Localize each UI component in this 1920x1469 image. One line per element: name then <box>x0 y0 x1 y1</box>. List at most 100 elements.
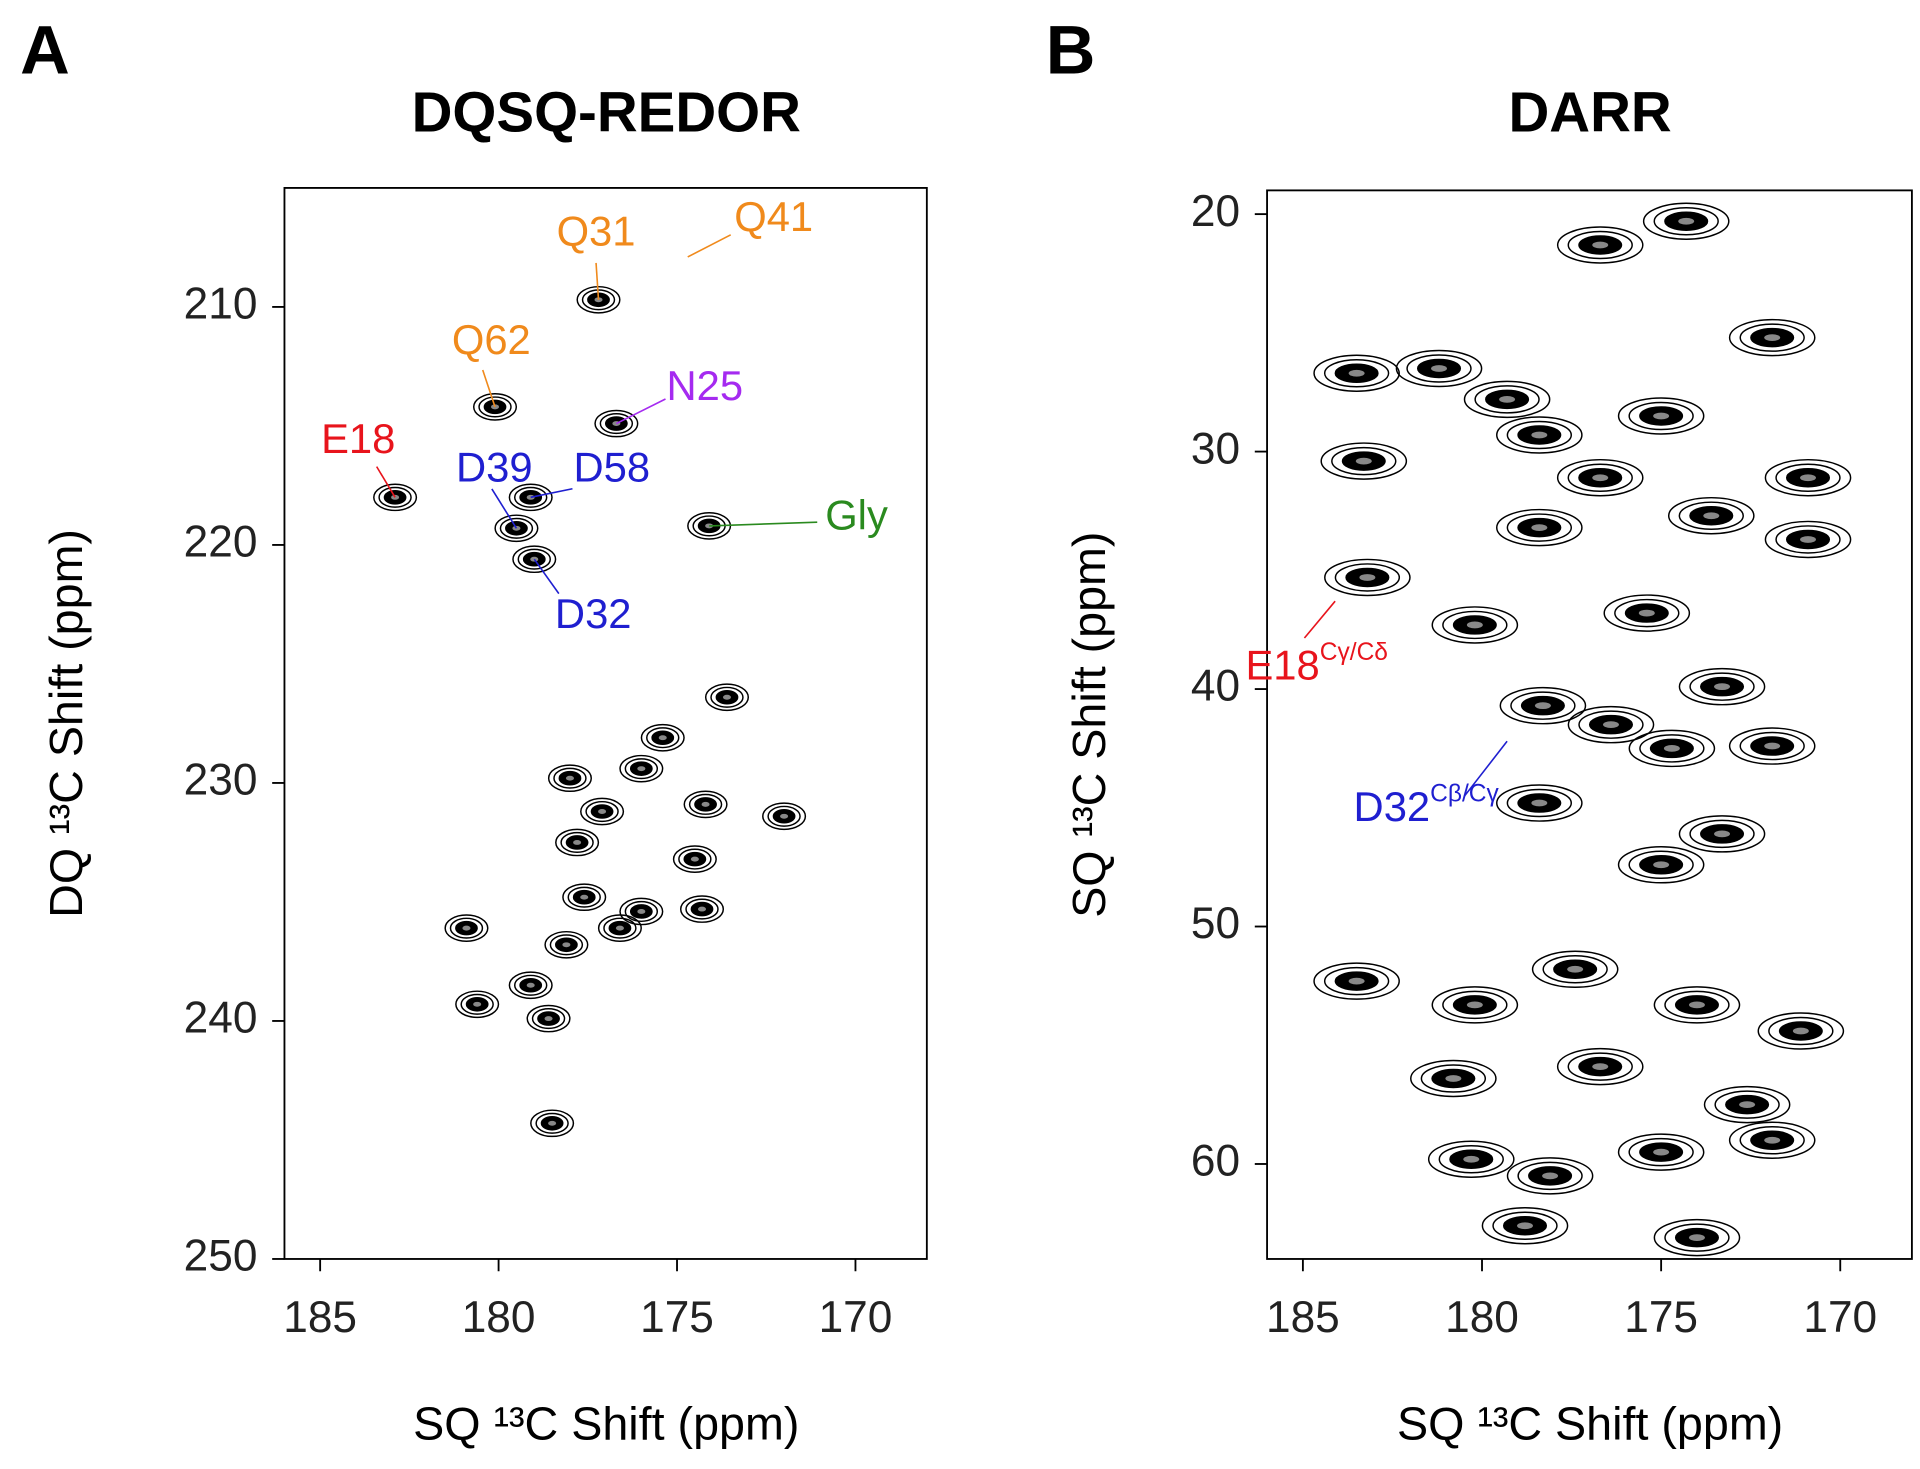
annotation-leader <box>1463 740 1508 798</box>
annotation: Q41 <box>734 193 813 240</box>
y-tick-label: 50 <box>1191 899 1240 948</box>
peak <box>1678 667 1766 706</box>
peak <box>1313 354 1400 392</box>
peak <box>373 483 418 512</box>
peak <box>1728 727 1816 765</box>
annotation-text: N25 <box>666 362 743 409</box>
annotation-text: Q31 <box>557 208 636 255</box>
x-tick-label: 185 <box>1266 1293 1340 1342</box>
y-tick-label: 40 <box>1191 662 1240 711</box>
peak <box>1617 397 1705 435</box>
chart-title: DARR <box>1508 81 1671 144</box>
panel: B DARR SQ ¹³C Shift (ppm) SQ ¹³C Shift (ppm… <box>1046 11 1913 1450</box>
peak <box>1703 1085 1791 1124</box>
annotation-text: Q62 <box>452 316 531 363</box>
peak <box>683 790 728 819</box>
peak <box>1653 986 1741 1024</box>
annotation-leader <box>615 398 666 425</box>
peak <box>1531 950 1619 989</box>
peak <box>555 828 600 857</box>
annotation-text: D58 <box>573 443 650 490</box>
annotation-leader <box>709 521 818 527</box>
x-tick-label: 175 <box>640 1293 714 1342</box>
y-tick-label: 250 <box>184 1232 258 1281</box>
y-tick-label: 240 <box>184 994 258 1043</box>
x-tick-label: 180 <box>1445 1293 1519 1342</box>
peak <box>1764 458 1852 497</box>
peak <box>1617 1133 1705 1171</box>
x-axis-label: SQ ¹³C Shift (ppm) <box>413 1398 799 1450</box>
y-tick-label: 220 <box>184 518 258 567</box>
plot-area <box>373 285 807 1138</box>
x-tick-label: 185 <box>283 1293 357 1342</box>
peak <box>1496 784 1583 822</box>
x-tick-label: 170 <box>819 1293 893 1342</box>
peak <box>1567 705 1655 744</box>
peak <box>640 723 685 752</box>
peak <box>508 971 553 1000</box>
peak <box>1628 729 1716 768</box>
y-tick-label: 20 <box>1191 187 1240 236</box>
x-tick-label: 175 <box>1624 1293 1698 1342</box>
peak <box>672 845 717 873</box>
annotation-text: E18 <box>1245 642 1319 689</box>
peak <box>1603 594 1691 632</box>
annotation-leader <box>481 369 496 408</box>
y-tick-label: 210 <box>184 280 258 329</box>
annotation-text: Gly <box>825 492 888 539</box>
annotation: Gly <box>825 492 888 539</box>
peak <box>562 883 607 912</box>
peak <box>679 895 725 923</box>
annotation: D58 <box>573 443 650 490</box>
peak <box>1499 686 1587 725</box>
peak <box>1320 442 1408 480</box>
peak <box>1410 1059 1497 1098</box>
annotation: Q62 <box>452 316 531 363</box>
peak <box>472 393 518 421</box>
annotation-leader <box>530 487 573 499</box>
panel-label: A <box>20 11 70 88</box>
peak <box>1678 815 1766 853</box>
annotation: D32Cβ/Cγ <box>1354 781 1500 830</box>
peak <box>580 797 625 826</box>
peak <box>1653 1218 1741 1257</box>
y-tick-label: 230 <box>184 756 258 805</box>
chart-title: DQSQ-REDOR <box>412 81 801 144</box>
annotation-sup: Cγ/Cδ <box>1320 639 1388 666</box>
annotation-leader <box>595 262 600 300</box>
peak <box>1556 1047 1644 1086</box>
peak <box>1481 1206 1569 1245</box>
peak <box>1427 1140 1515 1178</box>
annotation-text: D39 <box>456 444 533 491</box>
peak <box>1324 558 1411 597</box>
peak <box>444 914 489 942</box>
annotation-leader <box>687 234 732 258</box>
annotation: D39 <box>456 444 533 491</box>
y-axis-label: DQ ¹³C Shift (ppm) <box>40 529 92 918</box>
peak <box>530 1109 575 1138</box>
peak <box>1617 846 1705 884</box>
peak <box>1556 226 1644 264</box>
annotation-leader <box>1303 600 1336 639</box>
plot-frame <box>283 187 928 1260</box>
peak <box>1395 349 1483 388</box>
plot-area <box>1313 202 1852 1257</box>
peak <box>1667 496 1755 535</box>
x-tick-label: 180 <box>462 1293 536 1342</box>
x-tick-label: 170 <box>1803 1293 1877 1342</box>
peak <box>704 683 750 712</box>
peak <box>455 990 500 1019</box>
peak <box>762 802 807 831</box>
annotation-leader <box>375 466 396 498</box>
peak <box>1431 986 1519 1024</box>
y-axis-label: SQ ¹³C Shift (ppm) <box>1063 532 1115 918</box>
x-axis-label: SQ ¹³C Shift (ppm) <box>1397 1398 1783 1450</box>
peak <box>1728 318 1816 357</box>
peak <box>1764 520 1852 559</box>
peak <box>1463 380 1551 419</box>
peak <box>1313 962 1400 1000</box>
peak <box>619 897 664 926</box>
annotation-text: D32 <box>1354 783 1431 830</box>
